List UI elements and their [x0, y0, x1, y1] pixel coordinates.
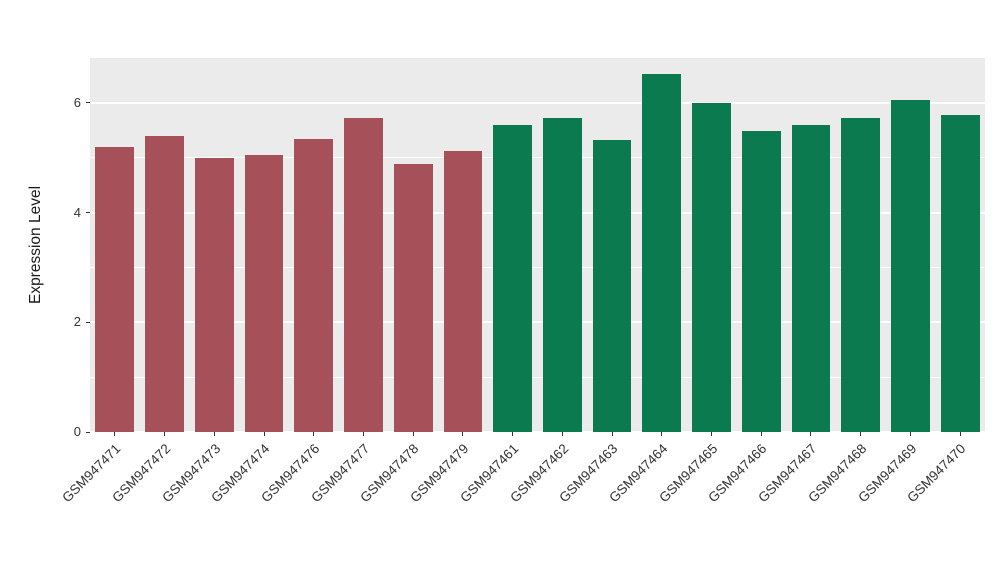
y-tick-label: 4	[73, 204, 81, 220]
x-axis-tick	[462, 432, 464, 436]
bar	[741, 131, 781, 432]
x-axis-tick	[711, 432, 713, 436]
gridline-major	[90, 211, 985, 214]
y-axis: 0 2 4 6	[0, 58, 90, 439]
gridline-minor	[90, 376, 985, 378]
bar	[692, 102, 731, 432]
x-axis-tick	[412, 432, 414, 436]
x-axis-tick	[362, 432, 364, 436]
x-axis-tick	[611, 432, 613, 436]
gridline-major	[90, 101, 985, 104]
x-axis-tick	[512, 432, 514, 436]
x-axis-tick	[909, 432, 911, 436]
x-axis-tick	[810, 432, 812, 436]
y-tick-label: 0	[73, 424, 81, 439]
y-axis-tick	[86, 321, 90, 323]
y-axis-tick	[86, 212, 90, 214]
x-axis-tick	[661, 432, 663, 436]
x-axis-tick	[213, 432, 215, 436]
x-axis-tick	[263, 432, 265, 436]
bar	[493, 124, 533, 432]
gridline-major	[90, 431, 985, 433]
bar	[294, 138, 334, 432]
x-axis-tick	[164, 432, 166, 436]
bar	[841, 118, 881, 432]
bar	[145, 135, 184, 432]
x-axis: GSM947471 GSM947472 GSM947473 GSM947474 GSM9…	[59, 432, 985, 572]
y-axis-tick	[86, 102, 90, 104]
y-tick-label: 2	[73, 314, 81, 330]
bar	[940, 115, 980, 432]
bar	[791, 124, 831, 432]
bar	[244, 155, 284, 432]
bar	[542, 118, 582, 432]
bar	[592, 140, 632, 432]
x-axis-tick	[860, 432, 862, 436]
x-axis-tick	[959, 432, 961, 436]
bar	[443, 151, 483, 432]
bar	[95, 146, 135, 432]
y-axis-tick	[86, 431, 90, 433]
y-tick-label: 6	[73, 94, 81, 110]
bar	[344, 118, 383, 432]
gridline-minor	[90, 266, 985, 268]
x-axis-tick	[313, 432, 315, 436]
bar	[194, 157, 234, 432]
plot-panel	[90, 58, 985, 433]
x-axis-tick	[561, 432, 563, 436]
gridline-minor	[90, 157, 985, 159]
x-axis-tick	[760, 432, 762, 436]
bar	[642, 74, 682, 432]
bar	[891, 100, 930, 432]
bar	[393, 164, 433, 432]
gridline-major	[90, 321, 985, 324]
x-axis-tick	[114, 432, 116, 436]
